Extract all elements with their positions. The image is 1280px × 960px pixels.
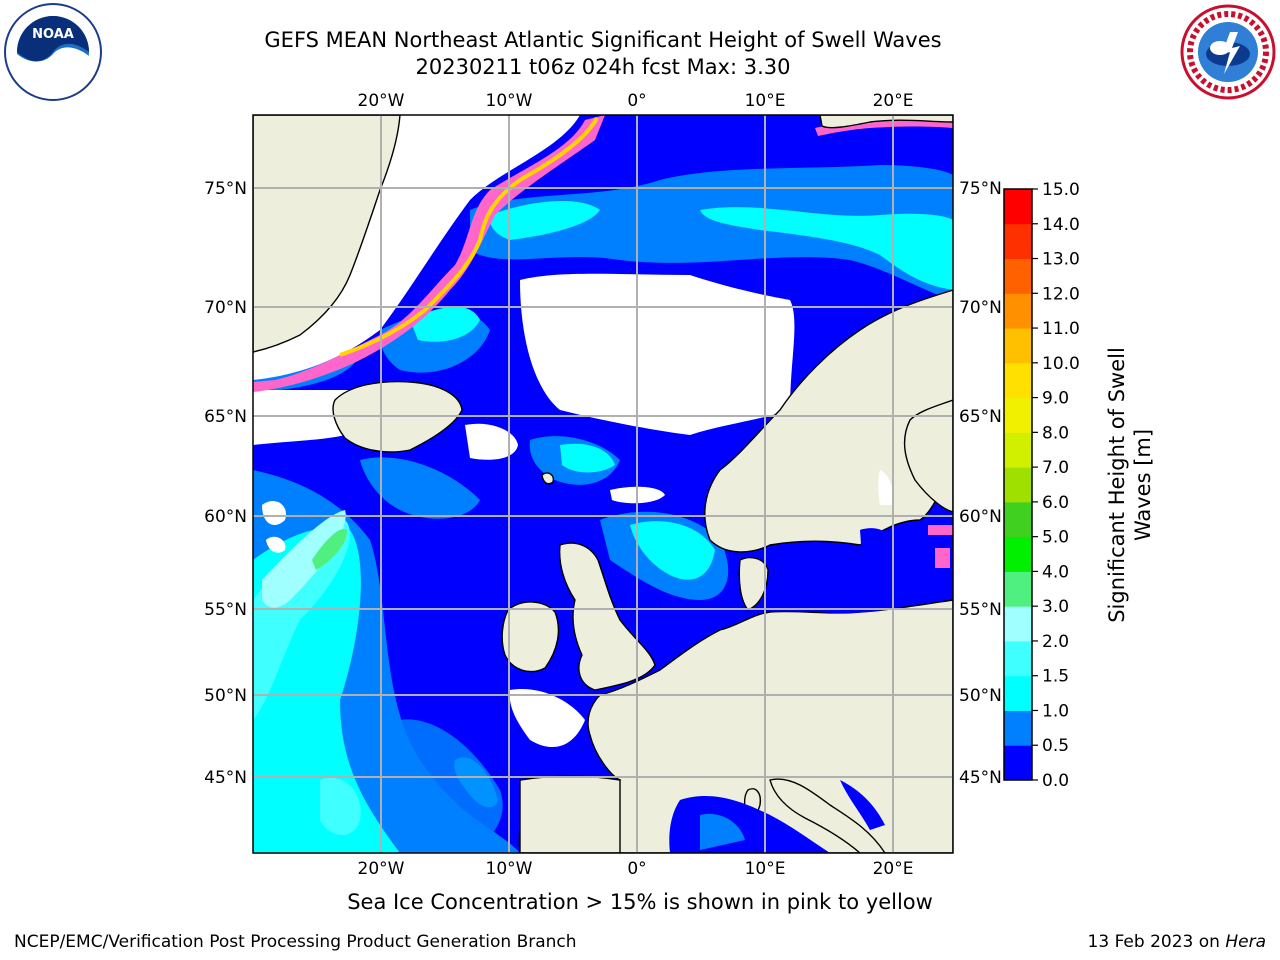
- map-area: [253, 115, 953, 853]
- right-lat-tick: 70°N: [959, 298, 1002, 318]
- svg-text:NOAA: NOAA: [32, 27, 74, 42]
- colorbar-segment: [1004, 189, 1032, 225]
- right-lat-tick: 60°N: [959, 507, 1002, 527]
- colorbar-frame: [1003, 188, 1033, 781]
- right-lat-tick: 45°N: [959, 768, 1002, 788]
- colorbar-title-line2: Waves [m]: [1131, 429, 1155, 541]
- right-lat-tick: 75°N: [959, 179, 1002, 199]
- colorbar-segment: [1004, 606, 1032, 642]
- top-lon-tick: 10°W: [486, 91, 533, 111]
- bottom-lon-tick: 10°W: [486, 859, 533, 879]
- colorbar-segment: [1004, 432, 1032, 468]
- colorbar-tick-label: 1.5: [1042, 667, 1069, 687]
- colorbar-tick-label: 5.0: [1042, 528, 1069, 548]
- colorbar-tick-label: 6.0: [1042, 493, 1069, 513]
- chart-title: GEFS MEAN Northeast Atlantic Significant…: [264, 28, 942, 52]
- credits-date: 13 Feb 2023 on: [1087, 932, 1226, 952]
- colorbar-segment: [1004, 397, 1032, 433]
- colorbar-tick-label: 12.0: [1042, 284, 1080, 304]
- colorbar-tick-label: 0.5: [1042, 736, 1069, 756]
- colorbar-tick-label: 13.0: [1042, 250, 1080, 270]
- left-lat-tick: 65°N: [204, 407, 247, 427]
- chart-subtitle: 20230211 t06z 024h fcst Max: 3.30: [415, 55, 791, 79]
- sea-ice-note: Sea Ice Concentration > 15% is shown in …: [347, 890, 933, 914]
- colorbar-tick-label: 9.0: [1042, 389, 1069, 409]
- credits-right: 13 Feb 2023 on Hera: [1088, 932, 1266, 952]
- colorbar-segment: [1004, 328, 1032, 364]
- colorbar-segment: [1004, 223, 1032, 260]
- left-lat-tick: 70°N: [204, 298, 247, 318]
- colorbar-tick-label: 15.0: [1042, 180, 1080, 200]
- top-lon-tick: 20°W: [358, 91, 405, 111]
- colorbar-tick-label: 7.0: [1042, 458, 1069, 478]
- colorbar-segment: [1004, 710, 1032, 746]
- colorbar-tick-label: 1.0: [1042, 701, 1069, 721]
- bottom-lon-tick: 20°E: [873, 859, 914, 879]
- colorbar-segment: [1004, 640, 1032, 677]
- credits-left: NCEP/EMC/Verification Post Processing Pr…: [14, 932, 577, 952]
- left-lat-tick: 55°N: [204, 600, 247, 620]
- gridlines: [253, 115, 953, 853]
- noaa-logo: NOAA: [4, 3, 102, 101]
- sea-ice-fringe: [253, 115, 953, 568]
- colorbar-tick-label: 0.0: [1042, 771, 1069, 791]
- colorbar-tick-label: 14.0: [1042, 215, 1080, 235]
- colorbar-tick-label: 3.0: [1042, 597, 1069, 617]
- colorbar-tick-label: 4.0: [1042, 562, 1069, 582]
- colorbar-tick-label: 11.0: [1042, 319, 1080, 339]
- top-lon-tick: 10°E: [745, 91, 786, 111]
- colorbar-segment: [1004, 362, 1032, 399]
- left-lat-tick: 45°N: [204, 768, 247, 788]
- colorbar-segment: [1004, 675, 1032, 711]
- colorbar-segment: [1004, 501, 1032, 538]
- top-lon-tick: 0°: [627, 91, 646, 111]
- bottom-lon-tick: 0°: [627, 859, 646, 879]
- colorbar-segment: [1004, 571, 1032, 607]
- credits-machine: Hera: [1225, 932, 1266, 952]
- left-lat-tick: 60°N: [204, 507, 247, 527]
- nws-logo: [1180, 4, 1276, 100]
- colorbar: [1003, 188, 1033, 781]
- right-lat-tick: 50°N: [959, 686, 1002, 706]
- colorbar-ticks: 0.0 0.5 1.0 1.5 2.0 3.0 4.0 5.0 6.0 7.0 8.0 9.0 10.0…: [1032, 180, 1080, 791]
- left-lat-tick: 50°N: [204, 686, 247, 706]
- inland-seas: [669, 470, 905, 853]
- right-lat-tick: 55°N: [959, 600, 1002, 620]
- colorbar-segment: [1004, 536, 1032, 572]
- colorbar-title-line1: Significant Height of Swell: [1105, 347, 1129, 623]
- colorbar-segment: [1004, 467, 1032, 503]
- bottom-lon-tick: 20°W: [358, 859, 405, 879]
- colorbar-tick-label: 2.0: [1042, 632, 1069, 652]
- map-frame: [252, 114, 954, 854]
- colorbar-segment: [1004, 293, 1032, 329]
- bottom-lon-tick: 10°E: [745, 859, 786, 879]
- colorbar-tick-label: 10.0: [1042, 354, 1080, 374]
- colorbar-tick-label: 8.0: [1042, 423, 1069, 443]
- top-lon-tick: 20°E: [873, 91, 914, 111]
- right-lat-tick: 65°N: [959, 407, 1002, 427]
- colorbar-segment: [1004, 258, 1032, 294]
- colorbar-segment: [1004, 745, 1032, 781]
- left-lat-tick: 75°N: [204, 179, 247, 199]
